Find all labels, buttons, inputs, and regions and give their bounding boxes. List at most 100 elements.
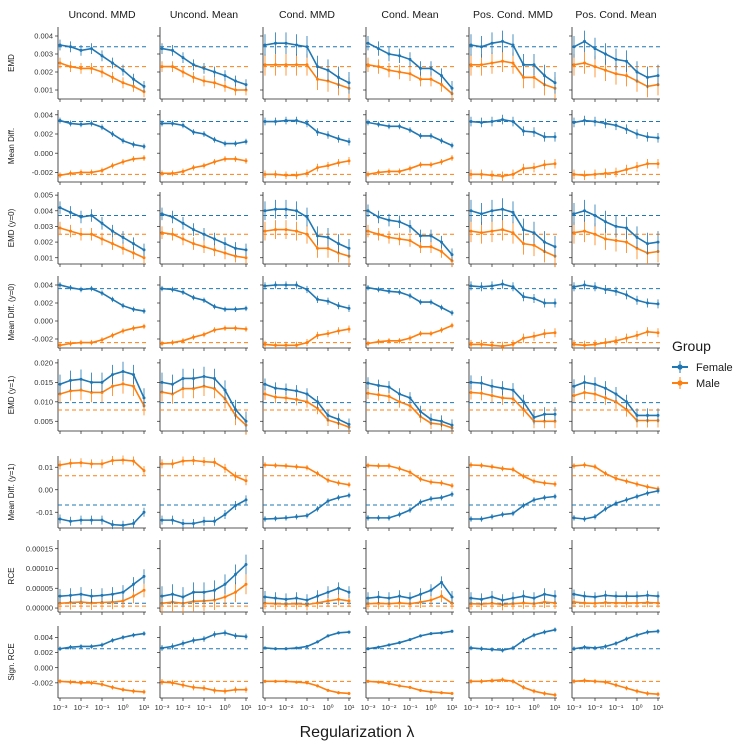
data-point-male (501, 59, 504, 63)
data-point-female (192, 130, 195, 134)
data-point-female (337, 631, 340, 635)
data-point-male (347, 327, 351, 331)
data-point-male (635, 689, 639, 693)
data-point-male (490, 343, 494, 347)
panels-layer: 0.0010.0020.0030.004-0.0020.0000.0020.00… (26, 27, 664, 712)
data-point-female (408, 396, 412, 400)
data-point-female (234, 142, 237, 146)
data-point-male (111, 333, 114, 337)
data-point-male (192, 459, 195, 462)
data-point-female (337, 75, 340, 79)
data-point-female (234, 246, 237, 250)
data-point-male (316, 601, 319, 605)
data-point-male (79, 681, 83, 685)
data-point-male (160, 65, 164, 69)
data-point-female (398, 513, 401, 516)
data-point-female (244, 419, 248, 423)
data-point-female (511, 285, 515, 289)
row-label: EMD (y=1) (7, 375, 16, 414)
y-tick-label: 0.00000 (26, 604, 53, 613)
data-point-female (480, 45, 483, 49)
data-point-female (408, 294, 412, 298)
data-point-male (646, 485, 649, 489)
data-point-female (501, 118, 504, 122)
data-point-female (501, 282, 504, 286)
y-tick-label: 0.004 (34, 206, 53, 215)
data-point-male (450, 691, 454, 695)
data-point-male (377, 170, 380, 174)
panel: 10⁻³ 10⁻² 10⁻¹ 10⁰ 10¹ (464, 626, 561, 712)
data-point-female (79, 122, 83, 126)
data-point-male (583, 463, 586, 467)
data-point-female (604, 121, 607, 125)
data-point-male (408, 685, 412, 689)
data-point-female (244, 83, 248, 87)
data-point-female (58, 119, 62, 123)
data-point-male (440, 160, 443, 164)
y-tick-label: 0.002 (34, 299, 53, 308)
data-point-male (90, 390, 93, 394)
data-point-female (625, 59, 628, 63)
x-tick-label: 10⁻¹ (197, 703, 212, 712)
data-point-female (121, 139, 125, 143)
data-point-female (132, 143, 135, 147)
data-point-male (377, 340, 380, 344)
data-point-male (440, 83, 443, 87)
data-point-female (646, 593, 649, 597)
row-label: Sign. RCE (7, 643, 16, 680)
data-point-female (377, 645, 380, 649)
panel (466, 192, 557, 268)
data-point-male (316, 166, 319, 170)
data-point-female (377, 595, 380, 599)
data-point-male (90, 341, 93, 345)
data-point-male (160, 462, 164, 466)
data-point-female (543, 74, 546, 78)
data-point-male (100, 168, 104, 172)
data-point-female (305, 644, 309, 648)
data-point-male (132, 84, 135, 88)
data-point-female (142, 144, 146, 148)
data-point-male (121, 160, 125, 164)
x-tick-label: 10⁻¹ (506, 703, 521, 712)
row-label: Mean Diff. (7, 128, 16, 164)
data-point-male (614, 339, 618, 343)
data-point-male (284, 63, 288, 67)
data-point-female (295, 209, 298, 213)
data-point-male (295, 63, 298, 67)
data-point-female (522, 295, 525, 299)
panel (260, 540, 351, 615)
data-point-female (305, 215, 309, 219)
data-point-female (593, 213, 597, 217)
data-point-female (90, 594, 93, 598)
data-point-female (419, 410, 422, 414)
series-line-female (573, 630, 659, 650)
data-point-female (583, 283, 586, 287)
row-label: EMD (7, 54, 16, 72)
data-point-male (192, 166, 195, 170)
data-point-female (171, 382, 174, 386)
data-point-male (572, 464, 576, 468)
data-point-male (490, 173, 494, 177)
y-tick-label: 0.01 (38, 463, 53, 472)
panel (363, 540, 454, 615)
data-point-female (604, 644, 607, 648)
data-point-male (192, 75, 195, 79)
data-point-male (440, 691, 443, 695)
panel: -0.002 0.000 0.002 0.004 (32, 276, 146, 351)
data-point-male (387, 464, 391, 468)
data-point-female (480, 120, 483, 124)
data-point-male (295, 465, 298, 469)
data-point-female (583, 517, 586, 521)
data-point-female (419, 592, 422, 596)
data-point-male (69, 680, 72, 684)
data-point-female (429, 632, 433, 636)
data-point-female (234, 634, 237, 638)
data-point-male (305, 232, 309, 236)
data-point-male (316, 406, 319, 410)
data-point-male (614, 239, 618, 243)
data-point-female (142, 632, 146, 636)
data-point-male (181, 387, 185, 391)
data-point-female (244, 248, 248, 252)
data-point-male (450, 324, 454, 327)
data-point-female (656, 302, 660, 306)
